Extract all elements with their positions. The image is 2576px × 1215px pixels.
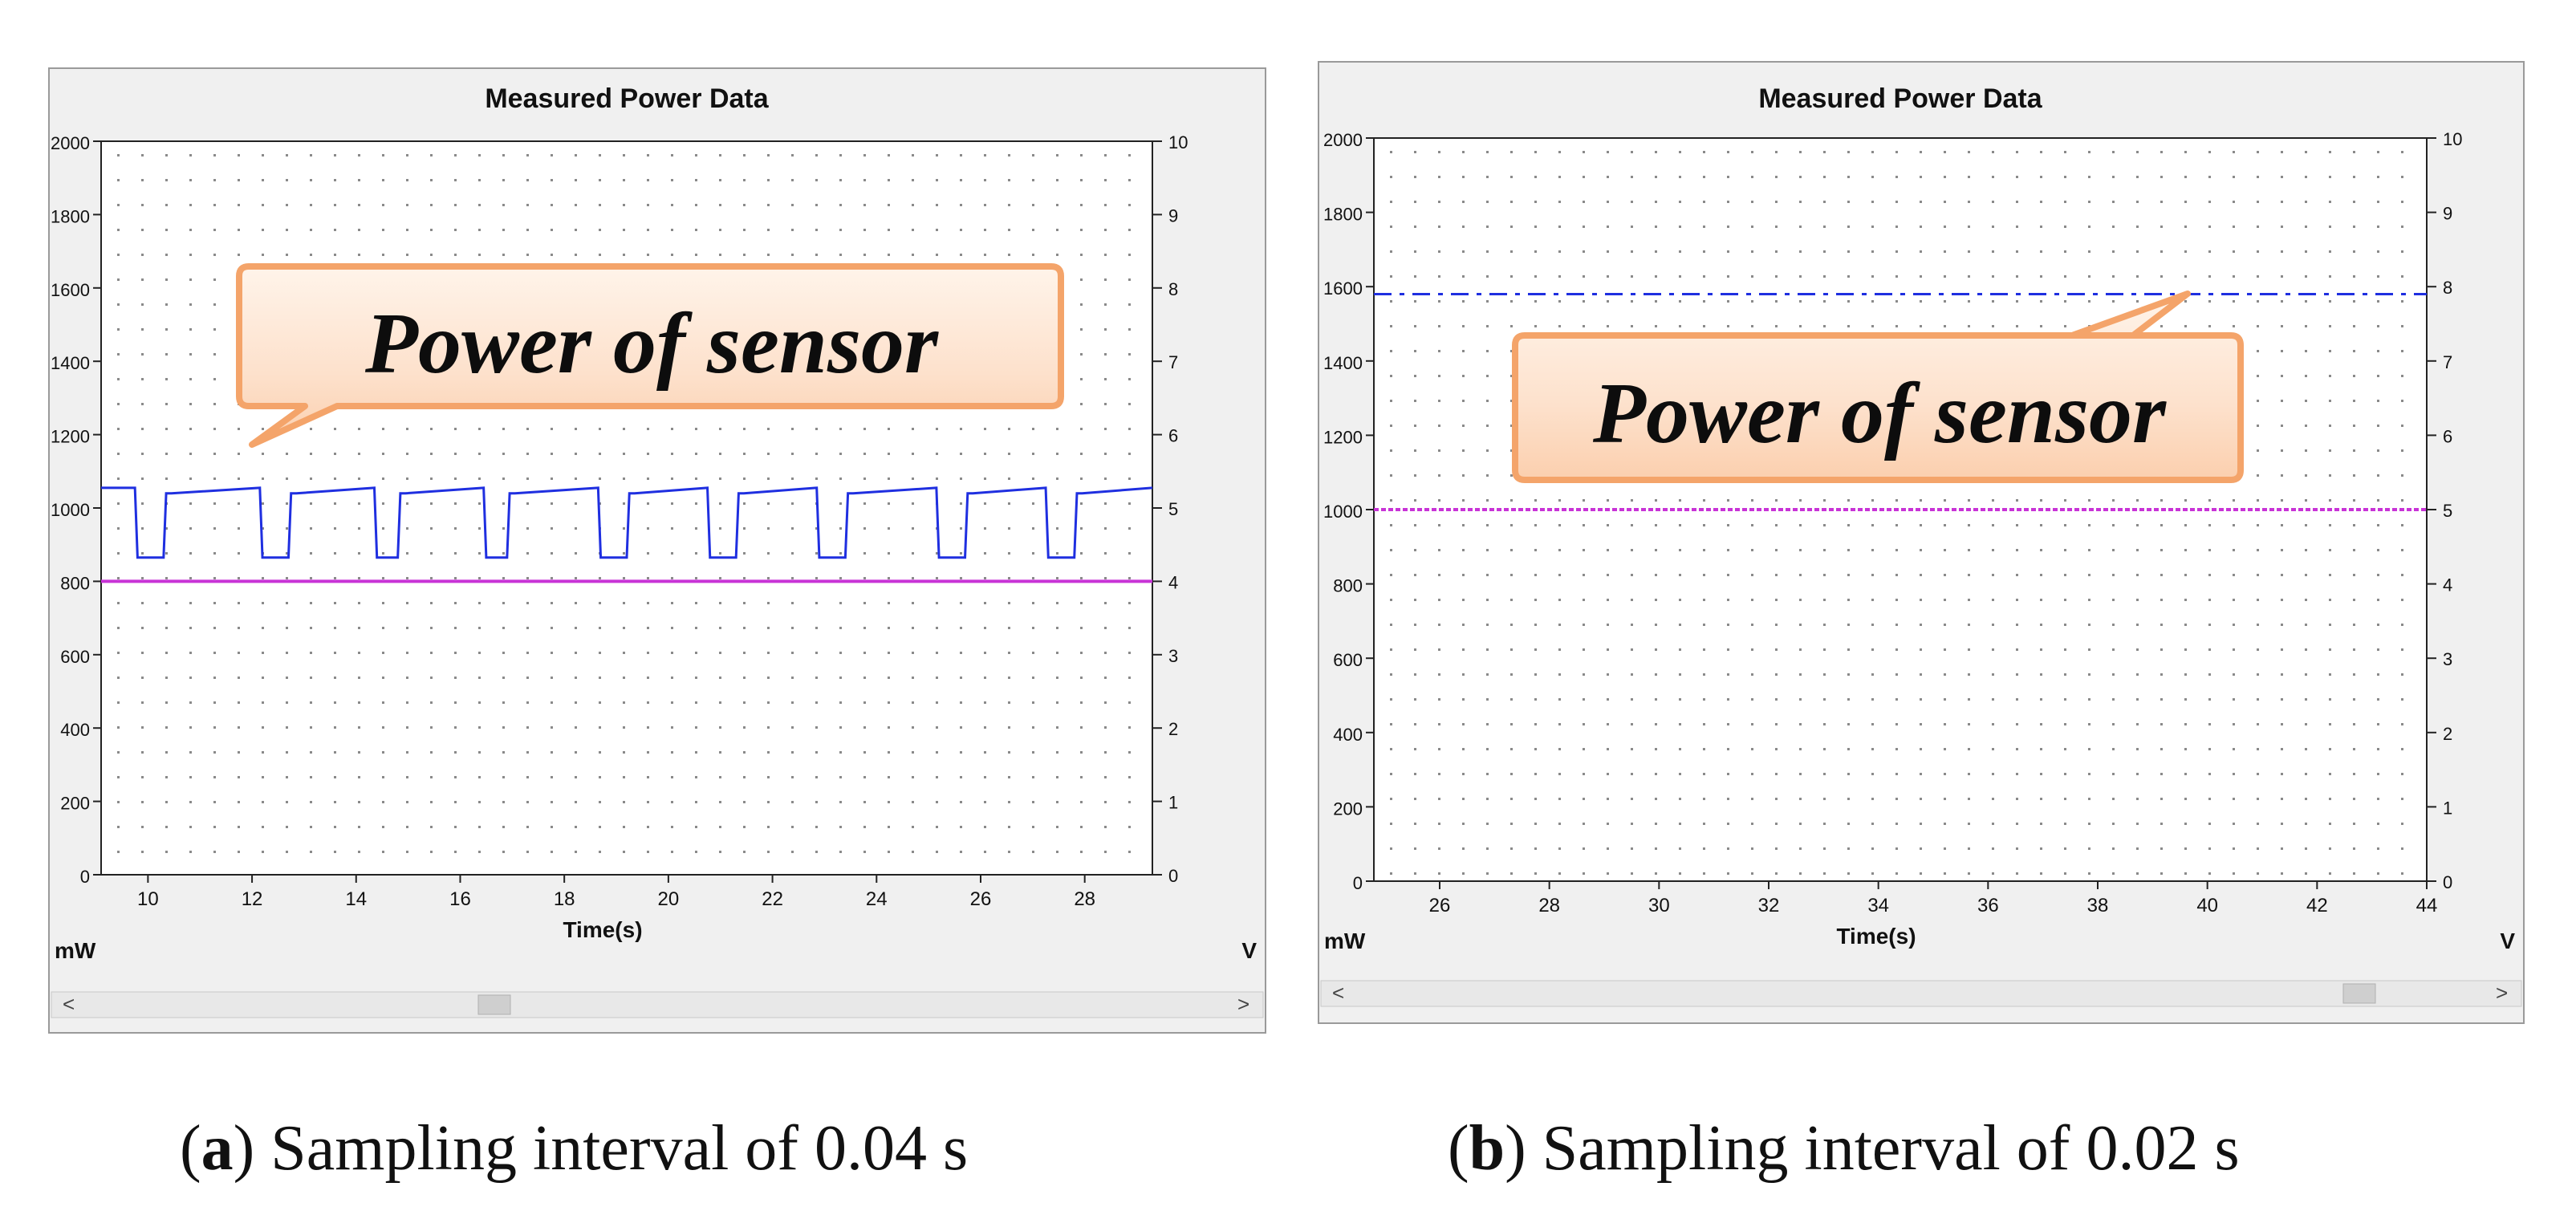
y-left-tick-label: 200 (60, 794, 90, 814)
y-right-tick-label: 0 (2443, 872, 2452, 892)
x-tick-label: 12 (242, 888, 263, 910)
y-right-tick-label: 9 (1168, 205, 1178, 226)
chart-b: Measured Power Data020040060080010001200… (1320, 83, 2522, 1007)
x-tick-label: 42 (2306, 895, 2328, 916)
y-right-tick-label: 0 (1168, 866, 1178, 886)
y-left-tick-label: 200 (1333, 798, 1363, 819)
y-left-tick-label: 1600 (1323, 278, 1363, 299)
y-right-tick-label: 5 (1168, 499, 1178, 519)
x-axis-label: Time(s) (563, 917, 642, 942)
y-right-tick-label: 3 (1168, 646, 1178, 666)
x-tick-label: 36 (1977, 895, 1999, 916)
chart-title: Measured Power Data (485, 83, 769, 114)
y-right-tick-label: 1 (2443, 798, 2452, 818)
plot-area (100, 140, 1153, 876)
y-left-tick-label: 1000 (1323, 502, 1363, 522)
x-tick-label: 32 (1758, 895, 1780, 916)
caption-b-label: b (1469, 1113, 1505, 1184)
x-tick-label: 18 (554, 888, 575, 910)
y-left-tick-label: 1400 (51, 353, 90, 373)
y-right-tick-label: 9 (2443, 204, 2452, 224)
y-left-tick-label: 800 (1333, 576, 1363, 596)
y-right-tick-label: 7 (2443, 352, 2452, 372)
y-left-tick-label: 1400 (1323, 353, 1363, 373)
x-tick-label: 40 (2196, 895, 2218, 916)
y-left-tick-label: 1800 (1323, 205, 1363, 225)
y-left-tick-label: 400 (1333, 725, 1363, 745)
y-left-tick-label: 1200 (51, 427, 90, 447)
x-tick-label: 24 (866, 888, 888, 910)
chart-panel-b: Measured Power Data 0 200 400 600 800 1000 1200… (1318, 61, 2525, 1024)
x-tick-label: 20 (658, 888, 680, 910)
y-right-tick-label: 4 (2443, 575, 2452, 595)
scroll-thumb (2342, 983, 2376, 1004)
x-tick-label: 38 (2087, 895, 2109, 916)
y-left-tick-label: 600 (1333, 650, 1363, 670)
x-tick-label: 26 (970, 888, 992, 910)
callout-bubble (1512, 291, 2244, 483)
y-left-tick-label: 1800 (51, 206, 90, 226)
right-unit-label: V (1241, 938, 1257, 963)
x-tick-label: 14 (345, 888, 367, 910)
x-tick-label: 28 (1538, 895, 1560, 916)
y-right-tick-label: 6 (2443, 426, 2452, 446)
y-right-tick-label: 10 (2443, 129, 2462, 149)
scroll-left-arrow: < (63, 992, 75, 1016)
y-right-tick-label: 1 (1168, 793, 1178, 813)
caption-b: (b) Sampling interval of 0.02 s (1448, 1113, 2240, 1184)
x-tick-label: 30 (1648, 895, 1670, 916)
chart-title: Measured Power Data (1758, 83, 2042, 114)
x-tick-label: 34 (1867, 895, 1889, 916)
y-left-tick-label: 1000 (51, 500, 90, 520)
y-right-tick-label: 2 (1168, 719, 1178, 739)
chart-a: Measured Power Data020040060080010001200… (51, 83, 1264, 1018)
y-left-tick-label: 0 (80, 867, 90, 887)
y-right-tick-label: 6 (1168, 426, 1178, 446)
x-tick-label: 28 (1074, 888, 1095, 910)
x-tick-label: 22 (762, 888, 783, 910)
caption-a-text: ) Sampling interval of 0.04 s (233, 1113, 969, 1184)
left-unit-label: mW (1324, 929, 1366, 953)
y-left-tick-label: 1600 (51, 280, 90, 300)
right-unit-label: V (2500, 929, 2515, 953)
x-tick-label: 44 (2416, 895, 2438, 916)
callout-bubble (236, 263, 1064, 448)
scroll-right-arrow: > (1237, 992, 1249, 1016)
x-tick-label: 26 (1429, 895, 1451, 916)
y-left-tick-label: 2000 (51, 133, 90, 153)
chart-panel-a: Measured Power Data 0 200 400 600 800 1000 1200… (48, 67, 1266, 1034)
caption-a-label: a (201, 1113, 234, 1184)
x-tick-label: 16 (449, 888, 471, 910)
x-axis-label: Time(s) (1836, 924, 1916, 949)
callout-text: Power of sensor (1592, 366, 2167, 461)
scroll-right-arrow: > (2496, 981, 2508, 1005)
y-left-tick-label: 800 (60, 573, 90, 593)
horizontal-scrollbar (1320, 980, 2522, 1007)
y-left-tick-label: 600 (60, 647, 90, 667)
y-left-tick-label: 400 (60, 720, 90, 740)
y-right-tick-label: 5 (2443, 501, 2452, 521)
y-right-tick-label: 4 (1168, 572, 1178, 592)
y-right-tick-label: 8 (1168, 279, 1178, 299)
y-right-tick-label: 10 (1168, 132, 1188, 152)
y-left-tick-label: 0 (1353, 873, 1363, 893)
y-right-tick-label: 7 (1168, 352, 1178, 372)
y-left-tick-label: 2000 (1323, 130, 1363, 150)
y-left-tick-label: 1200 (1323, 427, 1363, 447)
caption-a: (a) Sampling interval of 0.04 s (180, 1113, 969, 1184)
y-right-tick-label: 8 (2443, 278, 2452, 298)
y-right-tick-label: 3 (2443, 649, 2452, 669)
scroll-left-arrow: < (1332, 981, 1344, 1005)
left-unit-label: mW (55, 938, 96, 963)
callout-text: Power of sensor (364, 296, 939, 392)
plot-area (1373, 137, 2428, 882)
x-tick-label: 10 (137, 888, 159, 910)
caption-b-text: ) Sampling interval of 0.02 s (1505, 1113, 2240, 1184)
y-right-tick-label: 2 (2443, 724, 2452, 744)
scroll-thumb (477, 994, 511, 1015)
sensor-power-series-line (101, 486, 1153, 559)
horizontal-scrollbar (51, 991, 1264, 1018)
